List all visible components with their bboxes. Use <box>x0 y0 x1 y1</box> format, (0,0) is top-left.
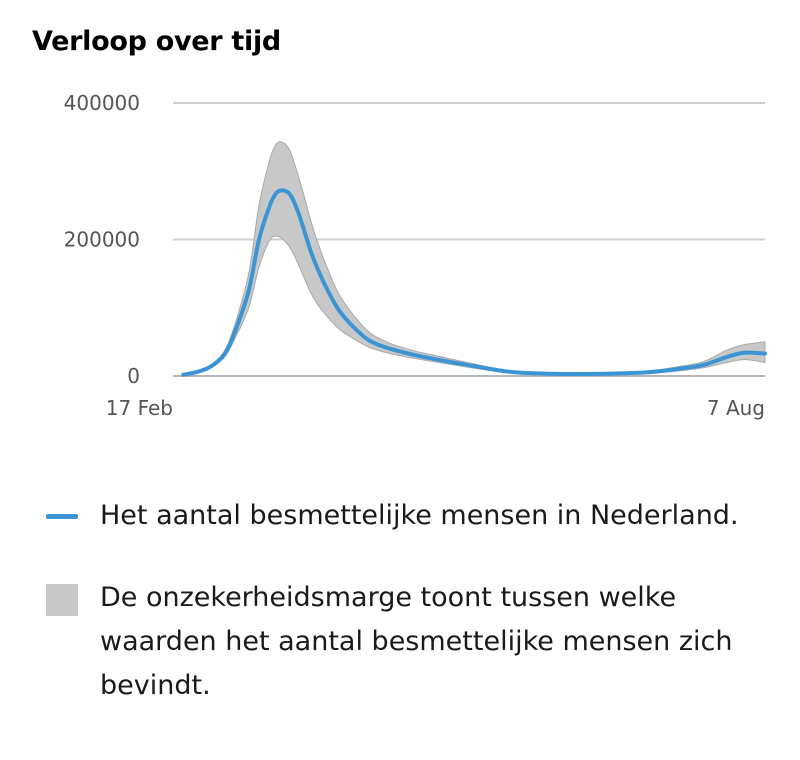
band-swatch <box>46 584 78 616</box>
series-line <box>181 188 767 377</box>
y-tick-label: 400000 <box>64 91 140 115</box>
legend-label: Het aantal besmettelijke mensen in Neder… <box>100 500 739 531</box>
y-tick-label: 200000 <box>64 228 140 252</box>
chart-title: Verloop over tijd <box>32 26 281 57</box>
line-layer <box>181 188 767 377</box>
legend-label: De onzekerheidsmarge toont tussen welke … <box>100 582 733 701</box>
x-tick-label: 17 Feb <box>106 396 173 420</box>
chart: 0 200000 400000 17 Feb 7 Aug <box>64 91 767 420</box>
band-layer <box>182 141 766 376</box>
y-tick-label: 0 <box>127 364 140 388</box>
legend-item-uncertainty: De onzekerheidsmarge toont tussen welke … <box>46 576 766 708</box>
legend: Het aantal besmettelijke mensen in Neder… <box>46 494 766 708</box>
legend-item-infectious: Het aantal besmettelijke mensen in Neder… <box>46 494 766 538</box>
line-swatch <box>46 514 78 519</box>
grid <box>173 102 765 377</box>
uncertainty-band <box>182 141 766 376</box>
x-tick-label: 7 Aug <box>707 396 765 420</box>
tick-labels: 0 200000 400000 17 Feb 7 Aug <box>64 91 765 420</box>
